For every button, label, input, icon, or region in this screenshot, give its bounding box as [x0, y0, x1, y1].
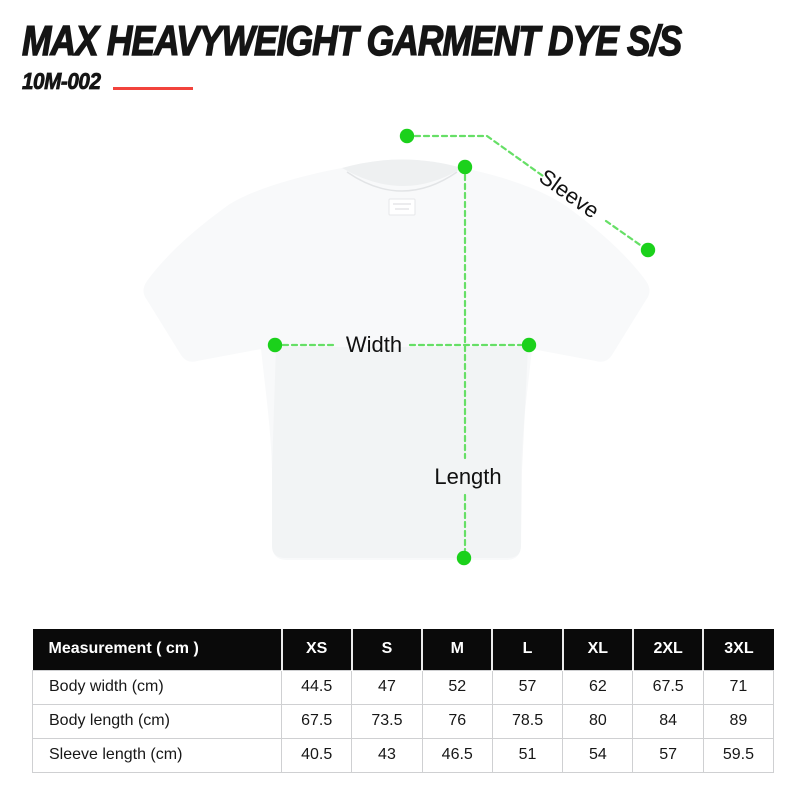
value-cell: 54 — [562, 737, 634, 773]
value-cell: 67.5 — [280, 703, 353, 739]
measurement-header-cell: Measurement ( cm ) — [32, 629, 282, 670]
value-cell: 76 — [421, 703, 493, 739]
value-cell: 40.5 — [280, 737, 353, 773]
collar-opening — [342, 159, 462, 186]
col-header-m: M — [421, 629, 493, 670]
sleeve-end-dot — [640, 242, 656, 258]
col-header-s: S — [350, 629, 423, 670]
row-label: Body width (cm) — [32, 669, 282, 705]
length-measure-line — [456, 159, 473, 566]
col-header-xl: XL — [561, 629, 633, 670]
col-header-l: L — [491, 629, 563, 670]
length-top-dot — [457, 159, 473, 175]
col-header-2xl: 2XL — [631, 629, 704, 670]
value-cell: 47 — [351, 669, 423, 705]
value-cell: 67.5 — [632, 669, 704, 705]
row-label: Body length (cm) — [32, 703, 282, 739]
value-cell: 78.5 — [491, 703, 564, 739]
tshirt-lower-shade — [272, 347, 528, 558]
tshirt-illustration — [143, 159, 650, 560]
value-cell: 57 — [491, 669, 564, 705]
value-cell: 44.5 — [280, 669, 353, 705]
value-cell: 62 — [562, 669, 634, 705]
value-cell: 80 — [562, 703, 634, 739]
length-label: Length — [434, 464, 502, 489]
size-chart-table: Measurement ( cm ) XS S M L XL 2XL 3XL B… — [32, 629, 775, 773]
width-label: Width — [345, 332, 403, 357]
length-bottom-dot — [456, 550, 472, 566]
neck-label — [388, 198, 416, 216]
value-cell: 52 — [421, 669, 493, 705]
table-row-sleeve-length: Sleeve length (cm) 40.5 43 46.5 51 54 57… — [32, 737, 775, 773]
product-code: 10M-002 — [22, 68, 102, 94]
width-measure-line — [267, 337, 537, 353]
page-title: MAX HEAVYWEIGHT GARMENT DYE S/S — [21, 17, 682, 64]
width-left-dot — [267, 337, 283, 353]
value-cell: 57 — [632, 737, 704, 773]
table-header-row: Measurement ( cm ) XS S M L XL 2XL 3XL — [32, 629, 774, 670]
value-cell: 46.5 — [421, 737, 493, 773]
collar-ribbing — [346, 171, 458, 192]
value-cell: 51 — [491, 737, 564, 773]
value-cell: 71 — [702, 669, 775, 705]
value-cell: 89 — [702, 703, 775, 739]
table-row-body-length: Body length (cm) 67.5 73.5 76 78.5 80 84… — [32, 703, 775, 739]
row-label: Sleeve length (cm) — [32, 737, 282, 773]
value-cell: 43 — [351, 737, 423, 773]
table-row-body-width: Body width (cm) 44.5 47 52 57 62 67.5 71 — [32, 669, 775, 705]
col-header-3xl: 3XL — [702, 629, 774, 670]
red-underline — [113, 87, 193, 90]
value-cell: 59.5 — [702, 737, 775, 773]
value-cell: 73.5 — [351, 703, 423, 739]
sleeve-measure-line — [399, 128, 656, 258]
col-header-xs: XS — [280, 629, 352, 670]
sleeve-start-dot — [399, 128, 415, 144]
width-right-dot — [521, 337, 537, 353]
value-cell: 84 — [632, 703, 704, 739]
